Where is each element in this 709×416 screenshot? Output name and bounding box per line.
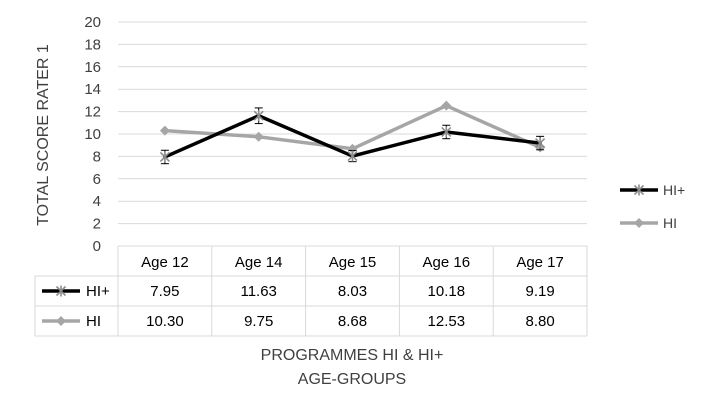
y-tick-label: 0 <box>93 238 101 255</box>
y-tick-label: 12 <box>84 104 101 121</box>
y-tick-label: 14 <box>84 81 101 98</box>
y-tick-label: 18 <box>84 36 101 53</box>
category-label: Age 17 <box>516 254 564 271</box>
data-cell: 8.68 <box>338 313 367 330</box>
diamond-marker <box>441 100 452 111</box>
y-tick-label: 10 <box>84 126 101 143</box>
data-cell: 9.19 <box>525 283 554 300</box>
table-legend-key <box>42 316 80 326</box>
star-marker <box>253 110 264 122</box>
data-cell: 11.63 <box>240 283 276 300</box>
data-table: Age 12 Age 14 Age 15 Age 16 Age 17 HI+ 7.95 11.… <box>34 245 588 337</box>
diamond-marker <box>56 316 66 326</box>
series-HI+ <box>159 107 546 165</box>
legend-label: HI+ <box>663 182 685 198</box>
diamond-marker <box>347 143 358 154</box>
y-axis-ticks: 0 2 4 6 8 10 12 14 16 18 20 <box>84 14 101 255</box>
category-label: Age 14 <box>235 254 283 271</box>
legend-label: HI <box>663 215 677 231</box>
star-marker <box>633 184 645 196</box>
data-cell: 8.80 <box>525 313 554 330</box>
gridlines <box>118 21 587 247</box>
legend-item: HI+ <box>620 182 685 198</box>
data-cell: 12.53 <box>428 313 466 330</box>
star-marker <box>535 137 546 149</box>
legend: HI+ HI <box>620 182 685 231</box>
star-marker <box>159 151 170 163</box>
y-tick-label: 6 <box>93 171 101 188</box>
y-axis-title: TOTAL SCORE RATER 1 <box>35 44 52 226</box>
series-HI <box>159 100 546 154</box>
y-tick-label: 20 <box>84 14 101 31</box>
y-tick-label: 16 <box>84 59 101 76</box>
diamond-marker <box>634 218 644 228</box>
series <box>159 100 546 165</box>
data-cell: 9.75 <box>244 313 273 330</box>
series-line <box>163 103 542 151</box>
y-tick-label: 8 <box>93 148 101 165</box>
diamond-marker <box>159 125 170 136</box>
data-cell: 10.18 <box>428 283 466 300</box>
data-cell: 10.30 <box>146 313 184 330</box>
diamond-marker <box>253 131 264 142</box>
x-axis-title-line2: AGE-GROUPS <box>298 371 406 388</box>
category-label: Age 12 <box>141 254 189 271</box>
data-cell: 8.03 <box>338 283 367 300</box>
series-name: HI+ <box>86 283 110 300</box>
series-name: HI <box>86 313 101 330</box>
table-legend-key <box>42 285 80 297</box>
category-label: Age 15 <box>329 254 377 271</box>
data-cell: 7.95 <box>150 283 179 300</box>
star-marker <box>55 285 67 297</box>
category-label: Age 16 <box>423 254 471 271</box>
y-tick-label: 2 <box>93 216 101 233</box>
star-marker <box>441 126 452 138</box>
star-marker <box>347 150 358 162</box>
y-tick-label: 4 <box>93 193 101 210</box>
x-axis-title-line1: PROGRAMMES HI & HI+ <box>261 347 444 364</box>
legend-item: HI <box>620 215 677 231</box>
